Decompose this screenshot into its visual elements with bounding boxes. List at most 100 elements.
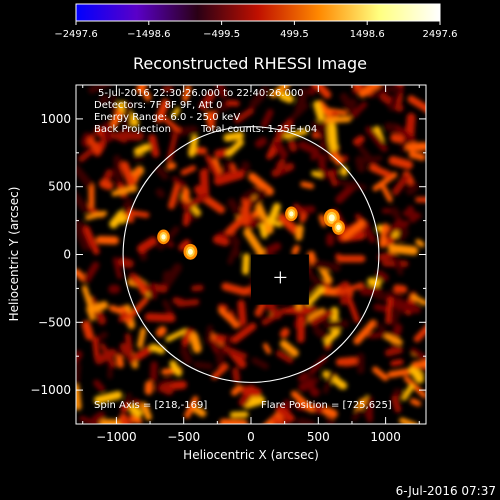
- texture-streak: [242, 253, 250, 275]
- texture-streak: [395, 126, 417, 144]
- texture-streak: [357, 352, 365, 374]
- y-tick-label: 1000: [40, 112, 71, 126]
- texture-streak: [207, 110, 218, 130]
- texture-streak: [227, 198, 243, 217]
- texture-streak: [94, 348, 117, 365]
- texture-streak: [295, 224, 304, 241]
- texture-streak: [305, 286, 325, 306]
- texture-streak: [88, 182, 95, 209]
- texture-streak: [231, 322, 257, 344]
- texture-streak: [76, 164, 93, 188]
- texture-streak: [323, 328, 341, 345]
- texture-streak: [326, 233, 335, 247]
- texture-streak: [241, 161, 250, 173]
- texture-streak: [411, 359, 426, 369]
- texture-streak: [223, 131, 244, 142]
- texture-streak: [211, 363, 229, 380]
- texture-streak: [343, 98, 358, 109]
- texture-streak: [311, 170, 323, 178]
- texture-streak: [182, 85, 192, 102]
- texture-streak: [92, 301, 109, 313]
- texture-streak: [279, 339, 299, 357]
- texture-streak: [95, 235, 120, 245]
- texture-streak: [366, 395, 374, 423]
- texture-streak: [392, 299, 421, 314]
- y-tick-label: −1000: [30, 383, 71, 397]
- texture-streak: [117, 257, 134, 269]
- texture-streak: [123, 392, 132, 405]
- detectors-annotation: Detectors: 7F 8F 9F, Att 0: [94, 100, 222, 111]
- texture-streak: [168, 180, 182, 210]
- method-annotation: Back Projection: [94, 124, 171, 135]
- texture-streak: [244, 217, 265, 231]
- solar-limb-circle: [122, 126, 380, 383]
- texture-streak: [99, 94, 110, 105]
- texture-streak: [267, 202, 281, 226]
- colorbar-tick-label: 1498.6: [350, 29, 385, 40]
- texture-streak: [381, 185, 393, 203]
- texture-streak: [375, 270, 389, 282]
- texture-streak: [178, 239, 191, 252]
- texture-streak: [76, 219, 85, 230]
- texture-streak: [126, 296, 149, 321]
- texture-streak: [171, 107, 181, 118]
- spin-axis-marker: [274, 271, 287, 284]
- texture-streak: [417, 362, 426, 376]
- texture-streak: [76, 350, 83, 364]
- texture-streak: [384, 217, 403, 239]
- texture-streak: [221, 282, 249, 296]
- texture-streak: [298, 141, 320, 155]
- texture-streak: [133, 143, 151, 156]
- texture-streak: [290, 390, 315, 413]
- texture-streak: [351, 408, 362, 422]
- texture-streak: [93, 390, 123, 405]
- x-tick-label: −1000: [96, 430, 137, 444]
- texture-streak: [115, 354, 124, 368]
- texture-streak: [296, 417, 316, 424]
- y-tick-label: 500: [48, 180, 71, 194]
- texture-streak: [405, 182, 419, 196]
- flare-position-annotation: Flare Position = [725,625]: [261, 400, 392, 411]
- x-tick-label: 0: [247, 430, 255, 444]
- texture-streak: [288, 139, 298, 152]
- texture-streak: [377, 251, 396, 261]
- texture-streak: [251, 189, 267, 208]
- texture-streak: [193, 361, 214, 370]
- texture-streak: [93, 379, 106, 393]
- texture-streak: [184, 396, 199, 419]
- texture-streak: [205, 325, 214, 344]
- texture-streak: [284, 307, 312, 314]
- texture-streak: [76, 362, 81, 388]
- texture-streak: [291, 244, 300, 256]
- texture-streak: [391, 395, 402, 413]
- texture-streak: [408, 151, 426, 161]
- total-counts-annotation: Total counts: 1.25E+04: [200, 124, 317, 135]
- texture-streak: [225, 216, 245, 236]
- texture-streak: [155, 188, 165, 198]
- texture-streak: [410, 294, 426, 306]
- texture-streak: [278, 92, 294, 104]
- colorbar-tick-labels: −2497.6 −1498.6 −499.5 499.5 1498.6 2497.6: [54, 29, 457, 40]
- texture-streak: [390, 359, 404, 367]
- x-tick-label: 500: [307, 430, 330, 444]
- texture-streak: [159, 383, 174, 395]
- texture-streak: [387, 368, 412, 378]
- texture-streak: [122, 198, 133, 214]
- texture-streak: [405, 142, 426, 152]
- texture-streak: [384, 334, 403, 346]
- texture-streak: [129, 404, 143, 418]
- x-tick-label: −500: [167, 430, 200, 444]
- texture-streak: [162, 116, 181, 133]
- texture-streak: [297, 372, 309, 382]
- texture-streak: [234, 107, 255, 124]
- texture-streak: [199, 90, 216, 111]
- texture-streak: [144, 380, 154, 395]
- texture-streak: [261, 108, 274, 128]
- texture-streak: [401, 384, 415, 401]
- colorbar-tick-label: −499.5: [203, 29, 240, 40]
- texture-streak: [179, 346, 193, 365]
- footer-timestamp: 6-Jul-2016 07:37: [396, 484, 496, 498]
- texture-streak: [169, 360, 183, 377]
- texture-streak: [144, 312, 176, 323]
- texture-streak: [102, 121, 113, 143]
